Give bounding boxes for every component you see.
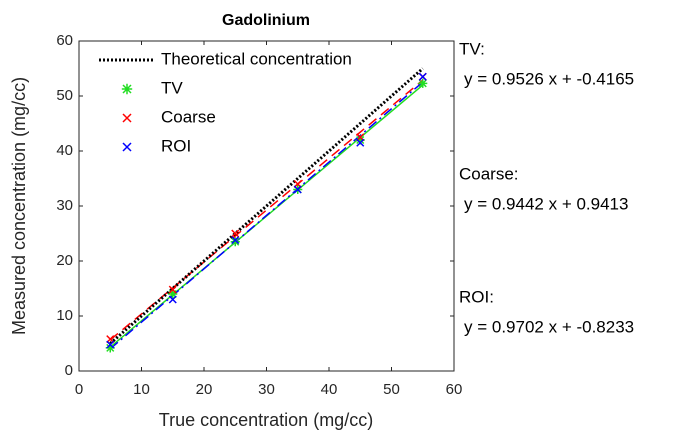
annotation-label: ROI: [459,287,494,306]
data-point [168,285,177,294]
legend-label: ROI [161,136,191,155]
legend-label: TV [161,78,183,97]
x-tick-label: 0 [75,381,83,398]
legend-swatch [122,113,132,123]
data-point [168,295,177,304]
y-axis-label: Measured concentration (mg/cc) [9,77,29,335]
annotation-label: TV: [459,39,485,58]
y-tick-label: 30 [56,197,73,214]
data-point [418,72,427,81]
data-point [418,78,428,88]
y-tick-label: 10 [56,307,73,324]
chart-title: Gadolinium [222,12,310,29]
data-point [105,343,115,353]
reference-line [109,67,424,345]
y-tick-label: 20 [56,252,73,269]
data-point [106,340,115,349]
legend-swatch [121,83,133,95]
data-point [293,185,302,194]
legend-label: Coarse [161,107,216,126]
legend-swatch [122,142,132,152]
data-point [231,229,240,238]
legend-label: Theoretical concentration [161,49,352,68]
annotation-equation: y = 0.9442 x + 0.9413 [464,194,628,213]
data-point [230,237,240,247]
fit-line [109,79,424,341]
x-tick-label: 40 [321,381,338,398]
y-tick-label: 50 [56,87,73,104]
x-tick-label: 10 [133,381,150,398]
data-point [356,138,365,147]
y-tick-label: 60 [56,32,73,49]
annotation-equation: y = 0.9526 x + -0.4165 [464,69,634,88]
y-tick-label: 0 [65,362,73,379]
data-point [168,289,178,299]
y-tick-label: 40 [56,142,73,159]
data-point [231,236,240,245]
data-point [355,135,365,145]
x-tick-label: 30 [258,381,275,398]
x-axis-label: True concentration (mg/cc) [159,410,373,430]
x-tick-label: 20 [196,381,213,398]
x-tick-label: 60 [446,381,463,398]
annotation-equation: y = 0.9702 x + -0.8233 [464,317,634,336]
x-tick-label: 50 [383,381,400,398]
annotation-label: Coarse: [459,164,519,183]
fit-line [109,81,424,350]
